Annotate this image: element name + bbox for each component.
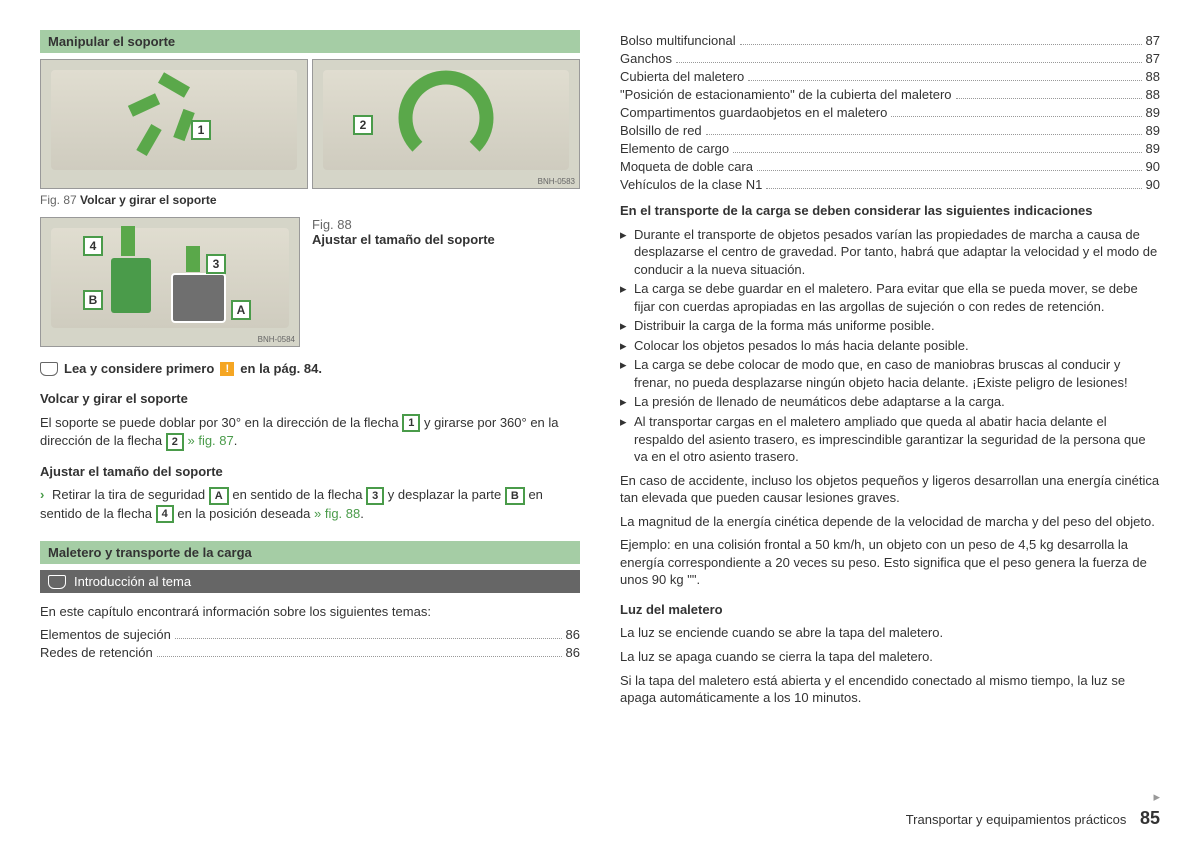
badge-2: 2 xyxy=(353,115,373,135)
toc-line: Ganchos87 xyxy=(620,51,1160,66)
toc-line: Cubierta del maletero88 xyxy=(620,69,1160,84)
badge-4: 4 xyxy=(83,236,103,256)
luz-line-2: La luz se apaga cuando se cierra la tapa… xyxy=(620,648,1160,666)
left-column: Manipular el soporte 1 2 BNH-0583 Fig xyxy=(40,30,580,713)
toc-line: Moqueta de doble cara90 xyxy=(620,159,1160,174)
fig-88-caption-side: Fig. 88 Ajustar el tamaño del soporte xyxy=(312,217,495,347)
fig-87-caption: Fig. 87 Volcar y girar el soporte xyxy=(40,193,580,207)
para-example: Ejemplo: en una colisión frontal a 50 km… xyxy=(620,536,1160,589)
bullet-item: La carga se debe colocar de modo que, en… xyxy=(620,356,1160,391)
toc-line: "Posición de estacionamiento" de la cubi… xyxy=(620,87,1160,102)
subhead-volcar: Volcar y girar el soporte xyxy=(40,390,580,408)
warning-icon: ! xyxy=(220,362,234,376)
figure-88-row: 4 3 B A BNH-0584 Fig. 88 Ajustar el tama… xyxy=(40,217,580,347)
page-footer: Transportar y equipamientos prácticos 85 xyxy=(906,808,1160,829)
badge-A: A xyxy=(231,300,251,320)
bullet-item: Durante el transporte de objetos pesados… xyxy=(620,226,1160,279)
badge-B: B xyxy=(83,290,103,310)
book-icon xyxy=(40,362,58,376)
bullet-item: Colocar los objetos pesados lo más hacia… xyxy=(620,337,1160,355)
section-header-manipular: Manipular el soporte xyxy=(40,30,580,53)
bullet-item: La presión de llenado de neumáticos debe… xyxy=(620,393,1160,411)
toc-line: Elemento de cargo89 xyxy=(620,141,1160,156)
luz-line-3: Si la tapa del maletero está abierta y e… xyxy=(620,672,1160,707)
toc-line: Elementos de sujeción86 xyxy=(40,627,580,642)
toc-line: Bolso multifuncional87 xyxy=(620,33,1160,48)
bnh-code-87: BNH-0583 xyxy=(538,177,575,186)
figure-87-left: 1 xyxy=(40,59,308,189)
bullet-item: La carga se debe guardar en el maletero.… xyxy=(620,280,1160,315)
read-first-line: Lea y considere primero ! en la pág. 84. xyxy=(40,361,580,376)
badge-1: 1 xyxy=(191,120,211,140)
para-accident: En caso de accidente, incluso los objeto… xyxy=(620,472,1160,507)
bullet-item: Al transportar cargas en el maletero amp… xyxy=(620,413,1160,466)
toc-line: Redes de retención86 xyxy=(40,645,580,660)
para-ajustar: Retirar la tira de seguridad A en sentid… xyxy=(40,486,580,523)
toc-left: Elementos de sujeción86 Redes de retenció… xyxy=(40,627,580,660)
para-magnitude: La magnitud de la energía cinética depen… xyxy=(620,513,1160,531)
page-number: 85 xyxy=(1140,808,1160,828)
transport-heading: En el transporte de la carga se deben co… xyxy=(620,202,1160,220)
book-icon-intro xyxy=(48,575,66,589)
luz-heading: Luz del maletero xyxy=(620,601,1160,619)
figure-87-row: 1 2 BNH-0583 xyxy=(40,59,580,189)
figure-88-image: 4 3 B A BNH-0584 xyxy=(40,217,300,347)
toc-line: Vehículos de la clase N190 xyxy=(620,177,1160,192)
continue-arrow-icon: ▸ xyxy=(1153,789,1160,805)
section-header-maletero: Maletero y transporte de la carga xyxy=(40,541,580,564)
subhead-ajustar: Ajustar el tamaño del soporte xyxy=(40,463,580,481)
figure-87-right: 2 BNH-0583 xyxy=(312,59,580,189)
intro-line: En este capítulo encontrará información … xyxy=(40,603,580,621)
para-volcar: El soporte se puede doblar por 30° en la… xyxy=(40,414,580,451)
right-column: Bolso multifuncional87 Ganchos87 Cubierta … xyxy=(620,30,1160,713)
bnh-code-88: BNH-0584 xyxy=(258,335,295,344)
transport-bullets: Durante el transporte de objetos pesados… xyxy=(620,226,1160,466)
bullet-item: Distribuir la carga de la forma más unif… xyxy=(620,317,1160,335)
toc-right: Bolso multifuncional87 Ganchos87 Cubierta … xyxy=(620,33,1160,192)
intro-bar: Introducción al tema xyxy=(40,570,580,593)
toc-line: Bolsillo de red89 xyxy=(620,123,1160,138)
toc-line: Compartimentos guardaobjetos en el malet… xyxy=(620,105,1160,120)
badge-3: 3 xyxy=(206,254,226,274)
luz-line-1: La luz se enciende cuando se abre la tap… xyxy=(620,624,1160,642)
